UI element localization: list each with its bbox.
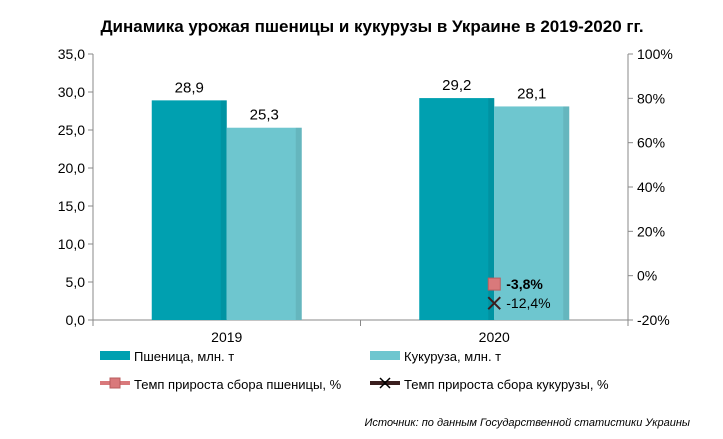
legend-marker-square xyxy=(109,377,121,389)
point-value-label: -12,4% xyxy=(506,295,550,311)
y-right-tick-label: 100% xyxy=(637,46,673,62)
bar-1-0: 29,2 xyxy=(419,77,495,320)
y-right-tick-label: 0% xyxy=(637,268,657,284)
bar-0-0: 28,9 xyxy=(151,79,227,320)
source-note: Источник: по данным Государственной стат… xyxy=(365,417,690,429)
point-value-label: -3,8% xyxy=(506,276,543,292)
bar-shade xyxy=(220,100,227,320)
chart-title: Динамика урожая пшеницы и кукурузы в Укр… xyxy=(100,17,643,36)
bar xyxy=(419,98,495,320)
bars-group: 28,9 25,3 29,2 28,1 xyxy=(151,77,570,320)
bar-shade xyxy=(563,106,570,320)
point-marker-x xyxy=(487,296,501,310)
legend-item-0: Пшеница, млн. т xyxy=(100,349,234,364)
y-left-tick-label: 10,0 xyxy=(58,236,85,252)
legend-item-3: Темп прироста сбора кукурузы, % xyxy=(370,377,609,392)
y-left-tick-label: 0,0 xyxy=(66,312,86,328)
line-points-group: -3,8% -12,4% xyxy=(487,276,551,311)
y-left-tick-label: 25,0 xyxy=(58,122,85,138)
y-left-tick-label: 30,0 xyxy=(58,84,85,100)
bar-value-label: 29,2 xyxy=(442,77,471,94)
y-left-tick-label: 20,0 xyxy=(58,160,85,176)
y-right-tick-label: -20% xyxy=(637,312,670,328)
bar xyxy=(494,106,570,320)
legend-label: Пшеница, млн. т xyxy=(134,349,234,364)
y-right-tick-label: 40% xyxy=(637,179,665,195)
bar xyxy=(151,100,227,320)
legend-swatch xyxy=(370,351,400,360)
bar-0-1: 25,3 xyxy=(226,107,302,320)
bar-value-label: 28,9 xyxy=(175,79,204,96)
legend-label: Темп прироста сбора кукурузы, % xyxy=(404,377,609,392)
y-left-tick-label: 5,0 xyxy=(66,274,86,290)
bar-value-label: 28,1 xyxy=(517,85,546,102)
y-right-tick-label: 80% xyxy=(637,90,665,106)
y-right-tick-label: 60% xyxy=(637,135,665,151)
bar-shade xyxy=(295,127,302,320)
legend-item-2: Темп прироста сбора пшеницы, % xyxy=(100,377,342,392)
legend-swatch xyxy=(100,351,130,360)
x-tick-label: 2019 xyxy=(211,329,242,345)
bar-1-1: 28,1 xyxy=(494,85,570,320)
line-point-1: -12,4% xyxy=(487,295,551,311)
legend-marker-x xyxy=(379,377,391,389)
bar-value-label: 25,3 xyxy=(250,107,279,124)
line-point-0: -3,8% xyxy=(487,276,543,292)
bar-shade xyxy=(488,98,495,320)
chart-axes: 0,0 5,0 10,0 15,0 20,0 25,0 30,0 35,0 -20% 0% 20% 4… xyxy=(58,46,673,345)
legend: Пшеница, млн. т Кукуруза, млн. т Темп прир… xyxy=(100,349,609,392)
legend-label: Кукуруза, млн. т xyxy=(404,349,501,364)
legend-label: Темп прироста сбора пшеницы, % xyxy=(134,377,342,392)
y-left-tick-label: 15,0 xyxy=(58,198,85,214)
point-marker-square xyxy=(487,277,501,291)
x-tick-label: 2020 xyxy=(479,329,510,345)
y-left-tick-label: 35,0 xyxy=(58,46,85,62)
legend-item-1: Кукуруза, млн. т xyxy=(370,349,501,364)
bar xyxy=(226,127,302,320)
y-right-tick-label: 20% xyxy=(637,223,665,239)
